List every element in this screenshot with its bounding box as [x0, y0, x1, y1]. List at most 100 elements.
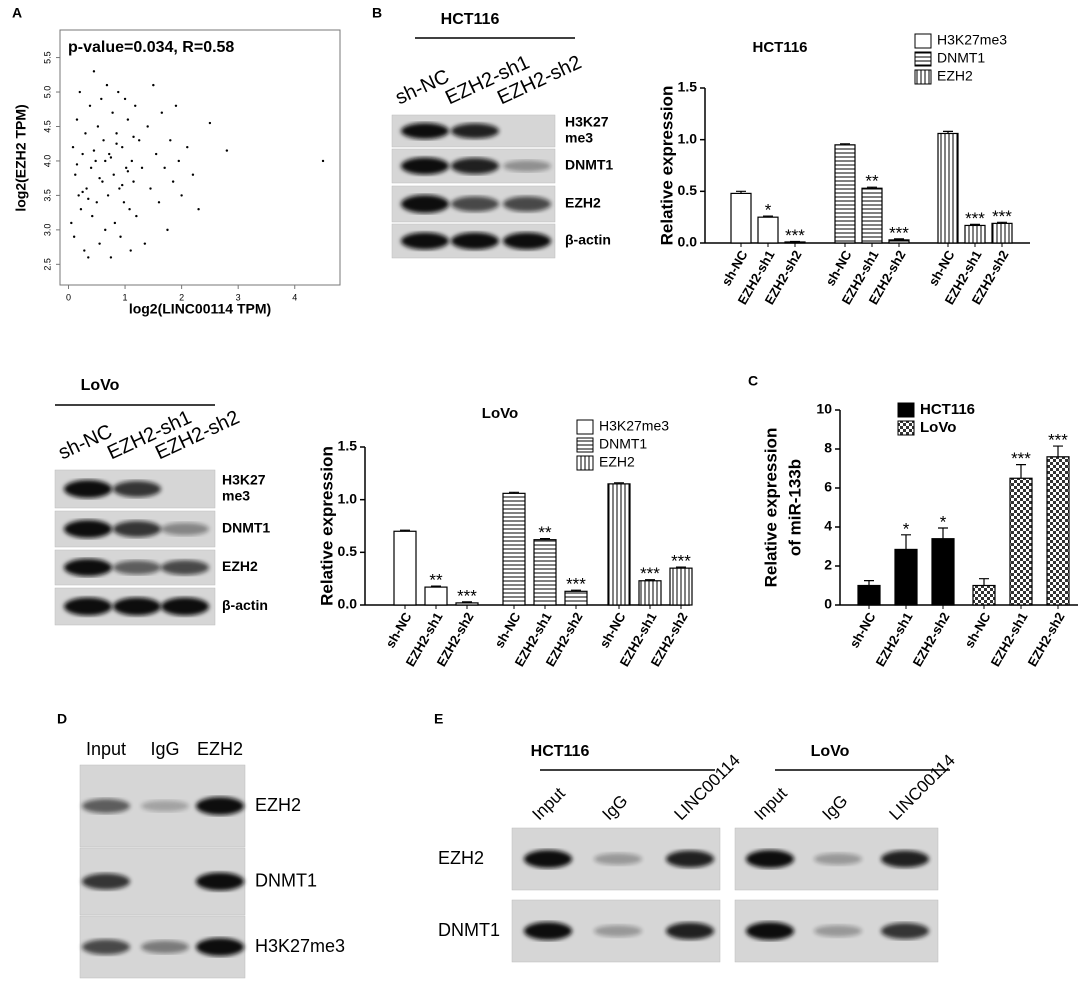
- scatter-point: [81, 152, 84, 156]
- blot-band: [196, 797, 244, 815]
- panel-label: C: [748, 373, 758, 389]
- blot-band: [503, 160, 551, 172]
- scatter-point: [160, 111, 164, 114]
- scatter-point: [208, 121, 212, 125]
- error-bar: [979, 578, 989, 586]
- row-label: EZH2: [565, 195, 601, 211]
- blot-band: [82, 798, 130, 814]
- error-bar: [676, 566, 686, 569]
- row-label: β-actin: [222, 597, 268, 613]
- significance: ***: [671, 552, 691, 571]
- scatter-point: [106, 194, 110, 197]
- scatter-point: [321, 159, 325, 163]
- scatter-point: [124, 166, 128, 170]
- y-tick-label: 1.5: [678, 79, 698, 95]
- x-axis-label: log2(LINC00114 TPM): [129, 301, 271, 317]
- scatter-point: [137, 139, 141, 142]
- significance: ***: [566, 575, 586, 594]
- scatter-point: [85, 187, 88, 190]
- blot-band: [451, 123, 499, 139]
- significance: *: [940, 512, 947, 531]
- y-tick-label: 5.0: [42, 86, 52, 99]
- scatter-point: [95, 201, 98, 204]
- y-tick-label: 4: [824, 518, 832, 534]
- error-bar: [736, 190, 746, 194]
- bar: [1046, 456, 1070, 606]
- scatter-point: [152, 83, 155, 87]
- blot-band: [113, 560, 161, 575]
- blot-band: [196, 872, 244, 891]
- error-bar: [400, 529, 410, 532]
- legend-swatch: [897, 420, 915, 436]
- bar: [972, 584, 996, 606]
- scatter-point: [109, 256, 113, 259]
- row-label: DNMT1: [565, 157, 613, 173]
- row-label: EZH2: [438, 848, 484, 868]
- y-tick-label: 0: [824, 596, 832, 612]
- error-bar: [970, 223, 980, 226]
- bar: [757, 216, 779, 244]
- scatter-point: [149, 187, 152, 190]
- significance: *: [765, 201, 772, 220]
- scatter-point: [113, 221, 117, 225]
- lane-label: IgG: [150, 739, 179, 759]
- error-bar: [1016, 464, 1026, 479]
- significance: ***: [965, 209, 985, 228]
- scatter-point: [83, 249, 86, 252]
- scatter-point: [75, 118, 79, 121]
- bar: [894, 548, 918, 606]
- scatter-point: [129, 249, 132, 252]
- scatter-point: [98, 176, 101, 180]
- row-label: β-actin: [565, 232, 611, 248]
- significance: **: [865, 172, 879, 191]
- blot-band: [141, 800, 189, 812]
- scatter-point: [105, 83, 109, 87]
- y-axis-label: Relative expression: [317, 446, 336, 606]
- x-tick-label: 1: [123, 292, 128, 302]
- scatter-point: [75, 163, 79, 166]
- error-bar: [540, 538, 550, 540]
- error-bar: [938, 527, 948, 539]
- significance: ***: [992, 207, 1012, 226]
- row-label: me3: [565, 130, 593, 146]
- y-tick-label: 4.5: [42, 120, 52, 133]
- scatter-point: [115, 142, 118, 145]
- scatter-point: [72, 235, 76, 238]
- blot-band: [451, 157, 499, 175]
- y-tick-label: 3.5: [42, 189, 52, 202]
- scatter-point: [121, 183, 124, 187]
- panel-label: A: [12, 5, 22, 21]
- scatter-point: [132, 180, 135, 183]
- scatter-point: [84, 132, 87, 135]
- scatter-point: [88, 104, 92, 108]
- error-bar: [1053, 445, 1063, 457]
- legend-label: DNMT1: [599, 436, 647, 452]
- scatter-point: [92, 149, 96, 152]
- bar: [669, 567, 693, 606]
- blot-band: [401, 123, 449, 139]
- scatter-point: [102, 139, 105, 142]
- bar: [533, 539, 557, 606]
- blot-band: [401, 195, 449, 213]
- scatter-point: [112, 173, 115, 176]
- y-tick-label: 1.0: [678, 130, 698, 146]
- blot-band: [161, 522, 209, 536]
- error-bar: [645, 579, 655, 581]
- blot-band: [881, 922, 929, 940]
- legend-swatch: [576, 455, 594, 471]
- scatter-point: [117, 90, 120, 94]
- bar: [502, 492, 526, 606]
- blot-band: [82, 873, 130, 890]
- scatter-point: [87, 197, 90, 201]
- error-bar: [894, 238, 904, 240]
- bar: [834, 144, 856, 244]
- significance: ***: [457, 586, 477, 605]
- scatter-point: [79, 207, 83, 211]
- scatter-point: [135, 214, 138, 218]
- scatter-point: [74, 173, 77, 176]
- x-tick-label: 0: [66, 292, 71, 302]
- error-bar: [867, 186, 877, 189]
- error-bar: [840, 143, 850, 145]
- legend-swatch: [914, 33, 932, 49]
- blot-band: [503, 196, 551, 212]
